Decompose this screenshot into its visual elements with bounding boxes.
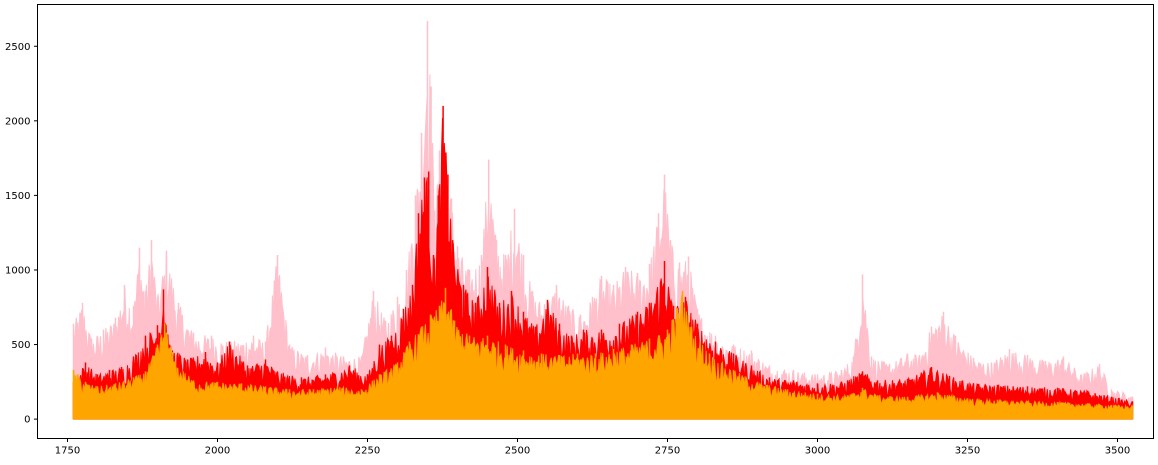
x-tick-label: 2000 (205, 446, 230, 457)
x-tick-label: 3250 (955, 446, 980, 457)
x-tick-label: 3000 (805, 446, 830, 457)
y-tick-label: 0 (24, 415, 30, 426)
series-0-area (73, 74, 1134, 420)
y-tick-label: 2000 (5, 116, 30, 127)
series-2 (72, 287, 1134, 420)
x-tick-label: 1750 (55, 446, 80, 457)
x-tick-label: 2750 (655, 446, 680, 457)
x-tick-label: 2500 (505, 446, 530, 457)
x-tick-label: 2250 (355, 446, 380, 457)
y-tick-label: 1000 (5, 265, 30, 276)
series-2-area (73, 295, 1134, 420)
y-tick-label: 2500 (5, 42, 30, 53)
plot-frame (37, 4, 1154, 439)
x-tick-label: 3500 (1105, 446, 1130, 457)
y-tick-label: 500 (11, 340, 30, 351)
y-tick-label: 1500 (5, 191, 30, 202)
y-axis: 0 500 1000 1500 2000 2500 (5, 42, 38, 426)
x-axis: 1750 2000 2250 2500 2750 3000 3250 3500 (55, 438, 1130, 457)
series-layer (72, 20, 1134, 420)
